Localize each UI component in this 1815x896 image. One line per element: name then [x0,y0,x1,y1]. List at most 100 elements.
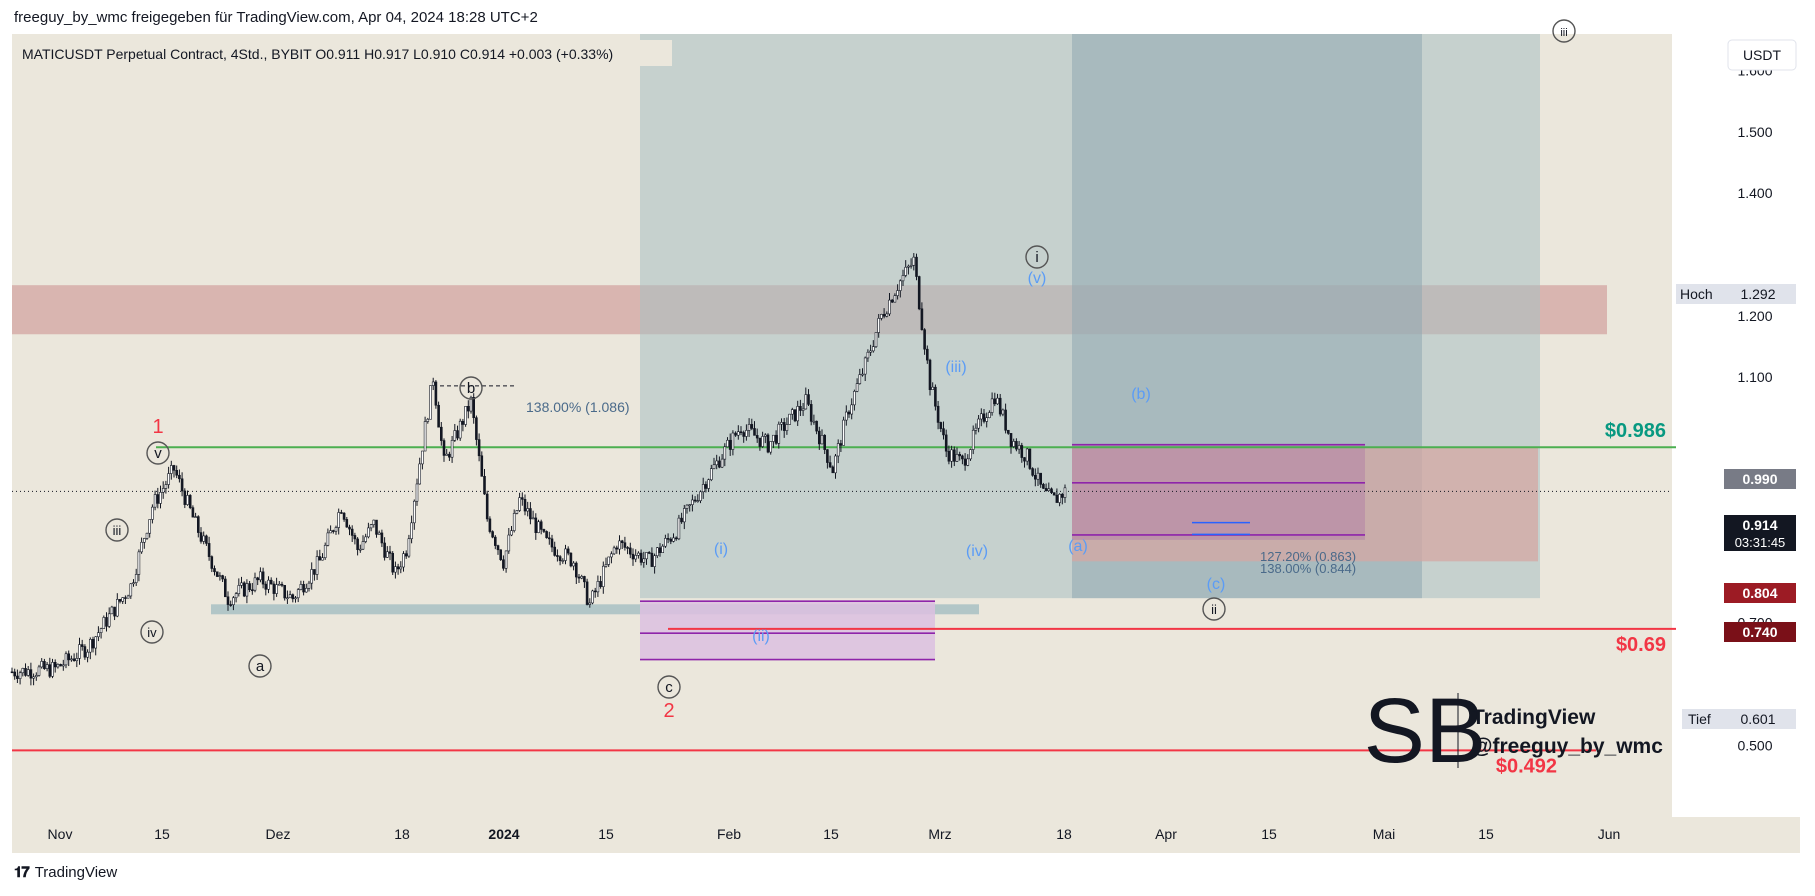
candle-body [453,430,457,441]
candle-body [421,450,424,465]
candle-body [502,559,505,569]
candle-body [248,583,251,591]
candle-body [977,418,980,429]
candle-body [94,636,97,649]
price-badge-0914: 0.914 [1742,517,1777,533]
candle-body [753,428,756,436]
wave-label-a: a [256,658,265,675]
candle-body [782,422,786,431]
candle-body [807,394,810,405]
candle-body [637,552,640,556]
candle-body [628,547,632,555]
candle-body [445,453,449,456]
candle-body [172,465,176,471]
candle-body [91,639,95,649]
share-attribution: freeguy_by_wmc freigegeben für TradingVi… [14,9,538,26]
wave-label-ii: ii [1211,602,1217,617]
x-tick-label: 18 [1056,826,1072,842]
candle-body [53,662,57,668]
candle-body [1020,445,1024,458]
candle-body [750,424,754,429]
candle-body [925,348,929,361]
x-tick-label: 15 [1478,826,1494,842]
candle-body [283,585,287,599]
candle-body [742,432,746,437]
price-badge-0990: 0.990 [1742,471,1777,487]
candle-body [939,422,943,429]
candle-body [766,434,770,453]
candle-body [170,465,173,474]
y-tick-label: 1.100 [1737,369,1772,385]
candle-body [234,593,238,599]
candle-body [34,675,38,678]
candle-body [547,537,551,540]
candle-body [966,458,970,466]
footer-brand[interactable]: 𝟏𝟕 TradingView [14,864,117,881]
zones-layer [12,34,1607,661]
candle-body [888,299,891,315]
candle-body [580,576,584,579]
candle-body [61,664,65,667]
candle-body [477,439,481,457]
wave2-target-box [640,601,935,660]
candle-body [102,617,106,629]
x-tick-label: Feb [717,826,741,842]
watermark-logo: SB [1364,680,1487,782]
candle-body [456,430,459,439]
wave-label-a-ring [248,654,272,678]
candle-body [861,373,864,376]
candle-body [1006,429,1010,434]
candle-body [72,658,76,662]
candle-body [912,256,916,266]
candle-body [882,314,886,317]
svg-text:USDT: USDT [1743,47,1782,63]
candle-body [604,564,608,567]
candle-body [828,462,832,468]
candle-body [245,583,249,597]
candle-body [418,463,422,485]
candle-body [1058,493,1061,503]
candle-body [566,548,570,554]
candle-body [348,526,351,530]
candle-body [780,422,783,425]
candle-body [256,577,260,581]
candle-body [64,653,68,666]
candle-body [51,662,54,677]
candle-body [990,398,994,413]
candle-body [936,405,940,423]
candle-body [475,417,478,440]
candle-body [18,672,22,679]
wave-label-2: 2 [663,700,674,722]
candle-body [375,519,378,535]
candle-body [577,576,581,579]
candle-body [178,474,181,480]
candle-body [550,538,554,548]
candle-body [942,428,945,436]
candle-body [564,548,567,561]
candle-body [232,597,235,606]
x-tick-label: Dez [266,826,291,842]
wave-label-c: (c) [1207,576,1226,593]
level-label-0492: $0.492 [1496,755,1557,777]
candle-body [156,494,160,504]
candle-body [310,569,314,584]
candle-body [361,541,365,550]
candle-body [812,420,816,423]
price-chart[interactable]: 1 v iii iv a b c 2 (i) (ii) (iii) (iv) (v) i (a) (b) (c)… [0,0,1815,860]
candle-body [1001,409,1005,415]
candle-body [410,522,413,540]
candle-body [688,504,692,506]
candle-body [696,500,700,502]
candle-body [855,383,859,392]
candle-body [275,584,278,594]
price-badge-0740-bg [1724,622,1796,642]
candle-body [43,661,46,669]
wave-label-c: c [665,679,673,696]
candle-body [515,510,519,514]
candle-body [1036,472,1040,480]
wave-label-b: (b) [1131,386,1151,403]
currency-button[interactable]: USDT [1727,39,1797,71]
price-badge-0804: 0.804 [1742,585,1777,601]
candle-body [871,346,875,352]
candle-body [610,553,613,558]
